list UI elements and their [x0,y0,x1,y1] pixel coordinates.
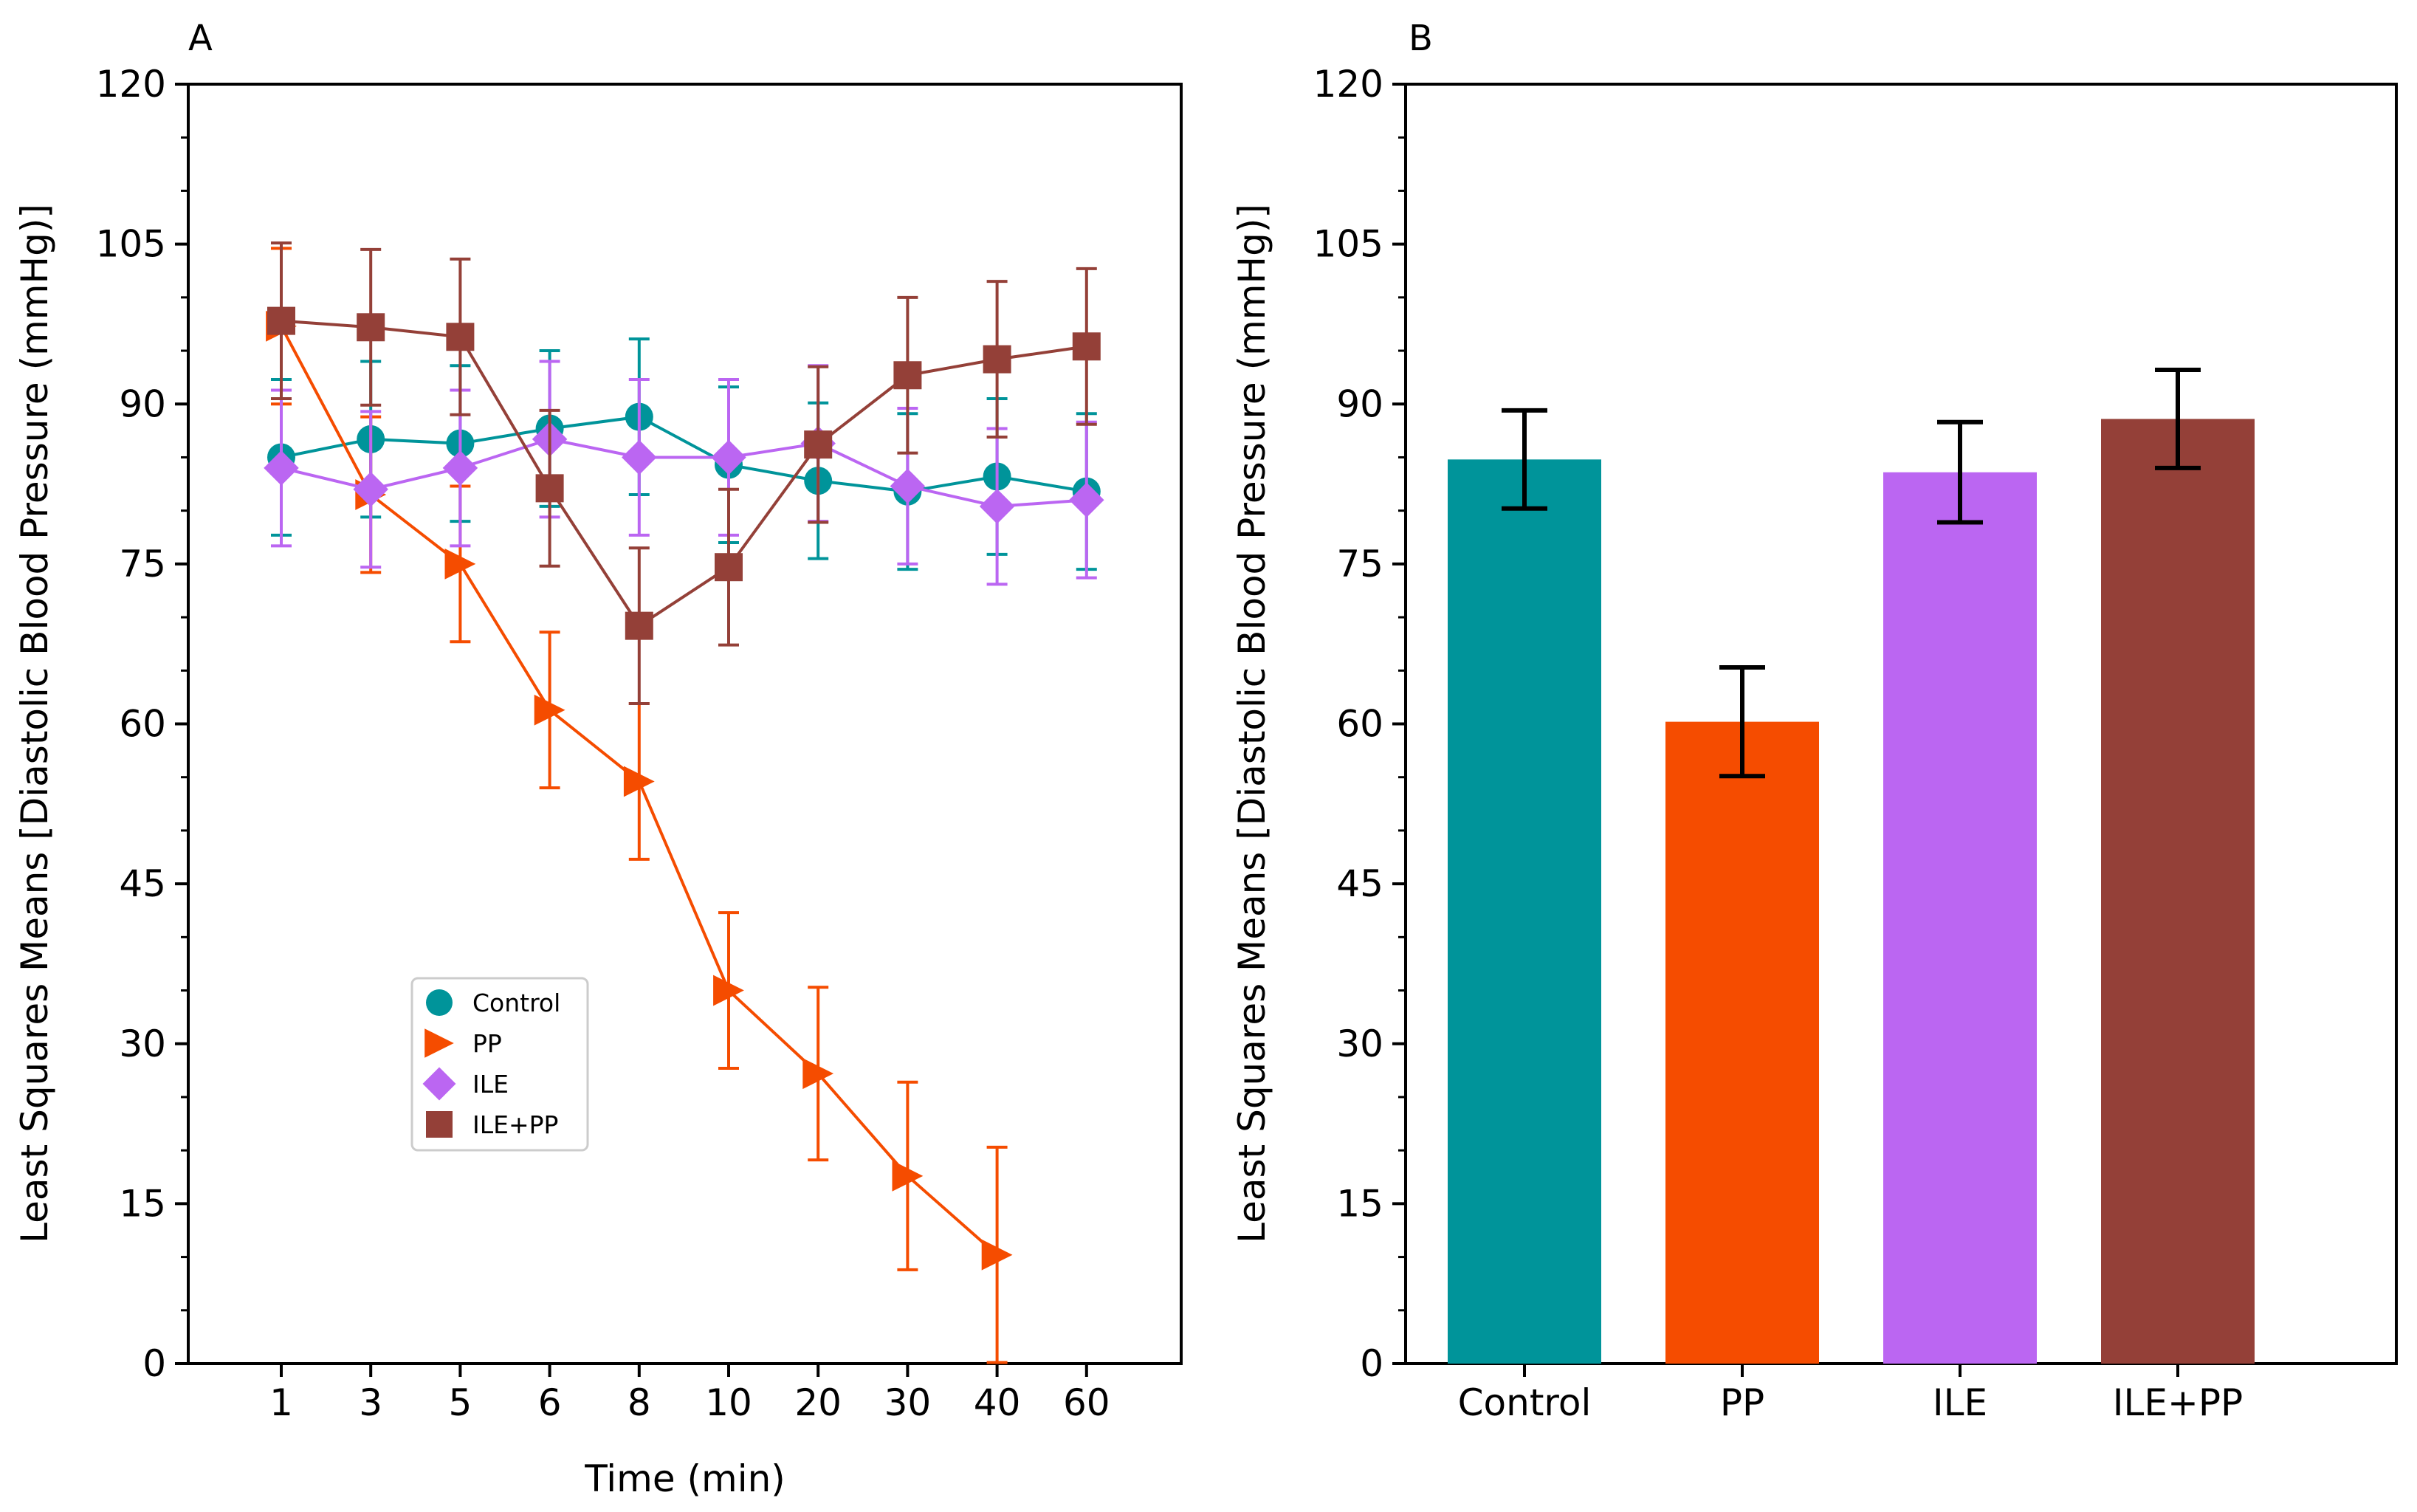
legend-label: PP [472,1029,502,1058]
series-ile-pp [267,241,1101,706]
data-point [983,345,1011,374]
panel-b-y-axis-title: Least Squares Means [Diastolic Blood Pre… [1231,204,1273,1243]
data-point [267,306,295,335]
data-point [711,439,746,475]
bar-control [1448,459,1601,1364]
legend-marker [422,1067,456,1101]
data-point [1072,332,1101,361]
legend-frame [410,977,589,1152]
data-point [535,474,564,503]
x-tick-label: 1 [269,1381,293,1424]
panel-a-y-axis-title: Least Squares Means [Diastolic Blood Pre… [13,204,56,1243]
panel-b-label: B [1409,18,1433,59]
x-tick-label: 40 [974,1381,1021,1424]
x-tick-label: 8 [628,1381,651,1424]
panel-b-bars: Control PP ILE ILE+PP [1448,368,2255,1424]
y-tick-label: 45 [1336,862,1383,905]
data-point [893,361,922,390]
legend-label: ILE [472,1070,509,1099]
y-tick-label: 75 [119,543,166,585]
y-tick-label: 120 [96,63,166,106]
legend-marker [426,989,453,1016]
bar-ile-pp [2101,419,2255,1364]
data-point [444,548,476,580]
y-tick-label: 45 [119,862,166,905]
data-point [622,439,657,475]
panel-a-label: A [188,18,213,59]
y-tick-label: 90 [1336,382,1383,425]
series-line [281,437,1087,508]
data-point [1069,482,1104,518]
data-point [892,1160,924,1192]
panel-a-line-chart: A 0 15 30 45 60 75 90 105 120 1 3 5 6 8 10 20 30 40 60 Ti… [13,18,1183,1500]
series-line [281,319,1087,628]
y-tick-label: 15 [1336,1182,1383,1225]
data-point [713,975,744,1006]
data-point [715,553,743,582]
data-point [623,766,655,797]
panel-a-series [264,241,1104,1364]
bar-pp [1665,721,1819,1364]
data-point [442,450,478,486]
y-tick-label: 105 [1313,223,1383,266]
y-tick-label: 0 [142,1342,166,1385]
panel-b-y-axis: 0 15 30 45 60 75 90 105 120 [1313,63,1406,1385]
x-tick-label: 20 [794,1381,842,1424]
series-control [267,337,1101,571]
data-point [890,468,926,504]
data-point [357,313,385,342]
y-tick-label: 60 [119,703,166,746]
legend-label: ILE+PP [472,1110,558,1139]
data-point [979,489,1015,524]
x-tick-label: PP [1720,1381,1764,1424]
bar-ile [1883,472,2037,1364]
data-point [981,1239,1013,1271]
panel-a-legend: Control PP ILE ILE+PP [410,977,589,1152]
series-ile [264,360,1104,586]
data-point [534,694,565,726]
x-tick-label: 30 [884,1381,932,1424]
y-tick-label: 15 [119,1182,166,1225]
data-point [625,611,653,640]
panel-a-y-axis: 0 15 30 45 60 75 90 105 120 [96,63,188,1385]
y-tick-label: 60 [1336,703,1383,746]
y-tick-label: 30 [119,1023,166,1065]
y-tick-label: 75 [1336,543,1383,585]
x-tick-label: ILE [1933,1381,1987,1424]
x-tick-label: 6 [538,1381,562,1424]
y-tick-label: 30 [1336,1023,1383,1065]
x-tick-label: Control [1458,1381,1592,1424]
y-tick-label: 105 [96,223,166,266]
x-tick-label: ILE+PP [2113,1381,2243,1424]
data-point [353,472,388,507]
data-point [264,450,299,486]
x-tick-label: 10 [705,1381,752,1424]
y-tick-label: 0 [1360,1342,1383,1385]
panel-a-x-axis: 1 3 5 6 8 10 20 30 40 60 [269,1364,1110,1424]
data-point [802,1058,834,1090]
panel-b-bar-chart: B 0 15 30 45 60 75 90 105 120 Control PP ILE ILE+PP… [1231,18,2398,1424]
legend-marker [424,1028,454,1058]
panel-a-x-axis-title: Time (min) [584,1457,785,1500]
x-tick-label: 3 [359,1381,382,1424]
legend-marker [426,1111,453,1138]
x-tick-label: 5 [448,1381,472,1424]
panel-a-axes-frame [187,83,1183,1365]
y-tick-label: 90 [119,382,166,425]
legend-label: Control [472,989,560,1017]
data-point [804,430,833,459]
y-tick-label: 120 [1313,63,1383,106]
series-line [281,415,1087,493]
x-tick-label: 60 [1063,1381,1110,1424]
data-point [446,323,475,351]
